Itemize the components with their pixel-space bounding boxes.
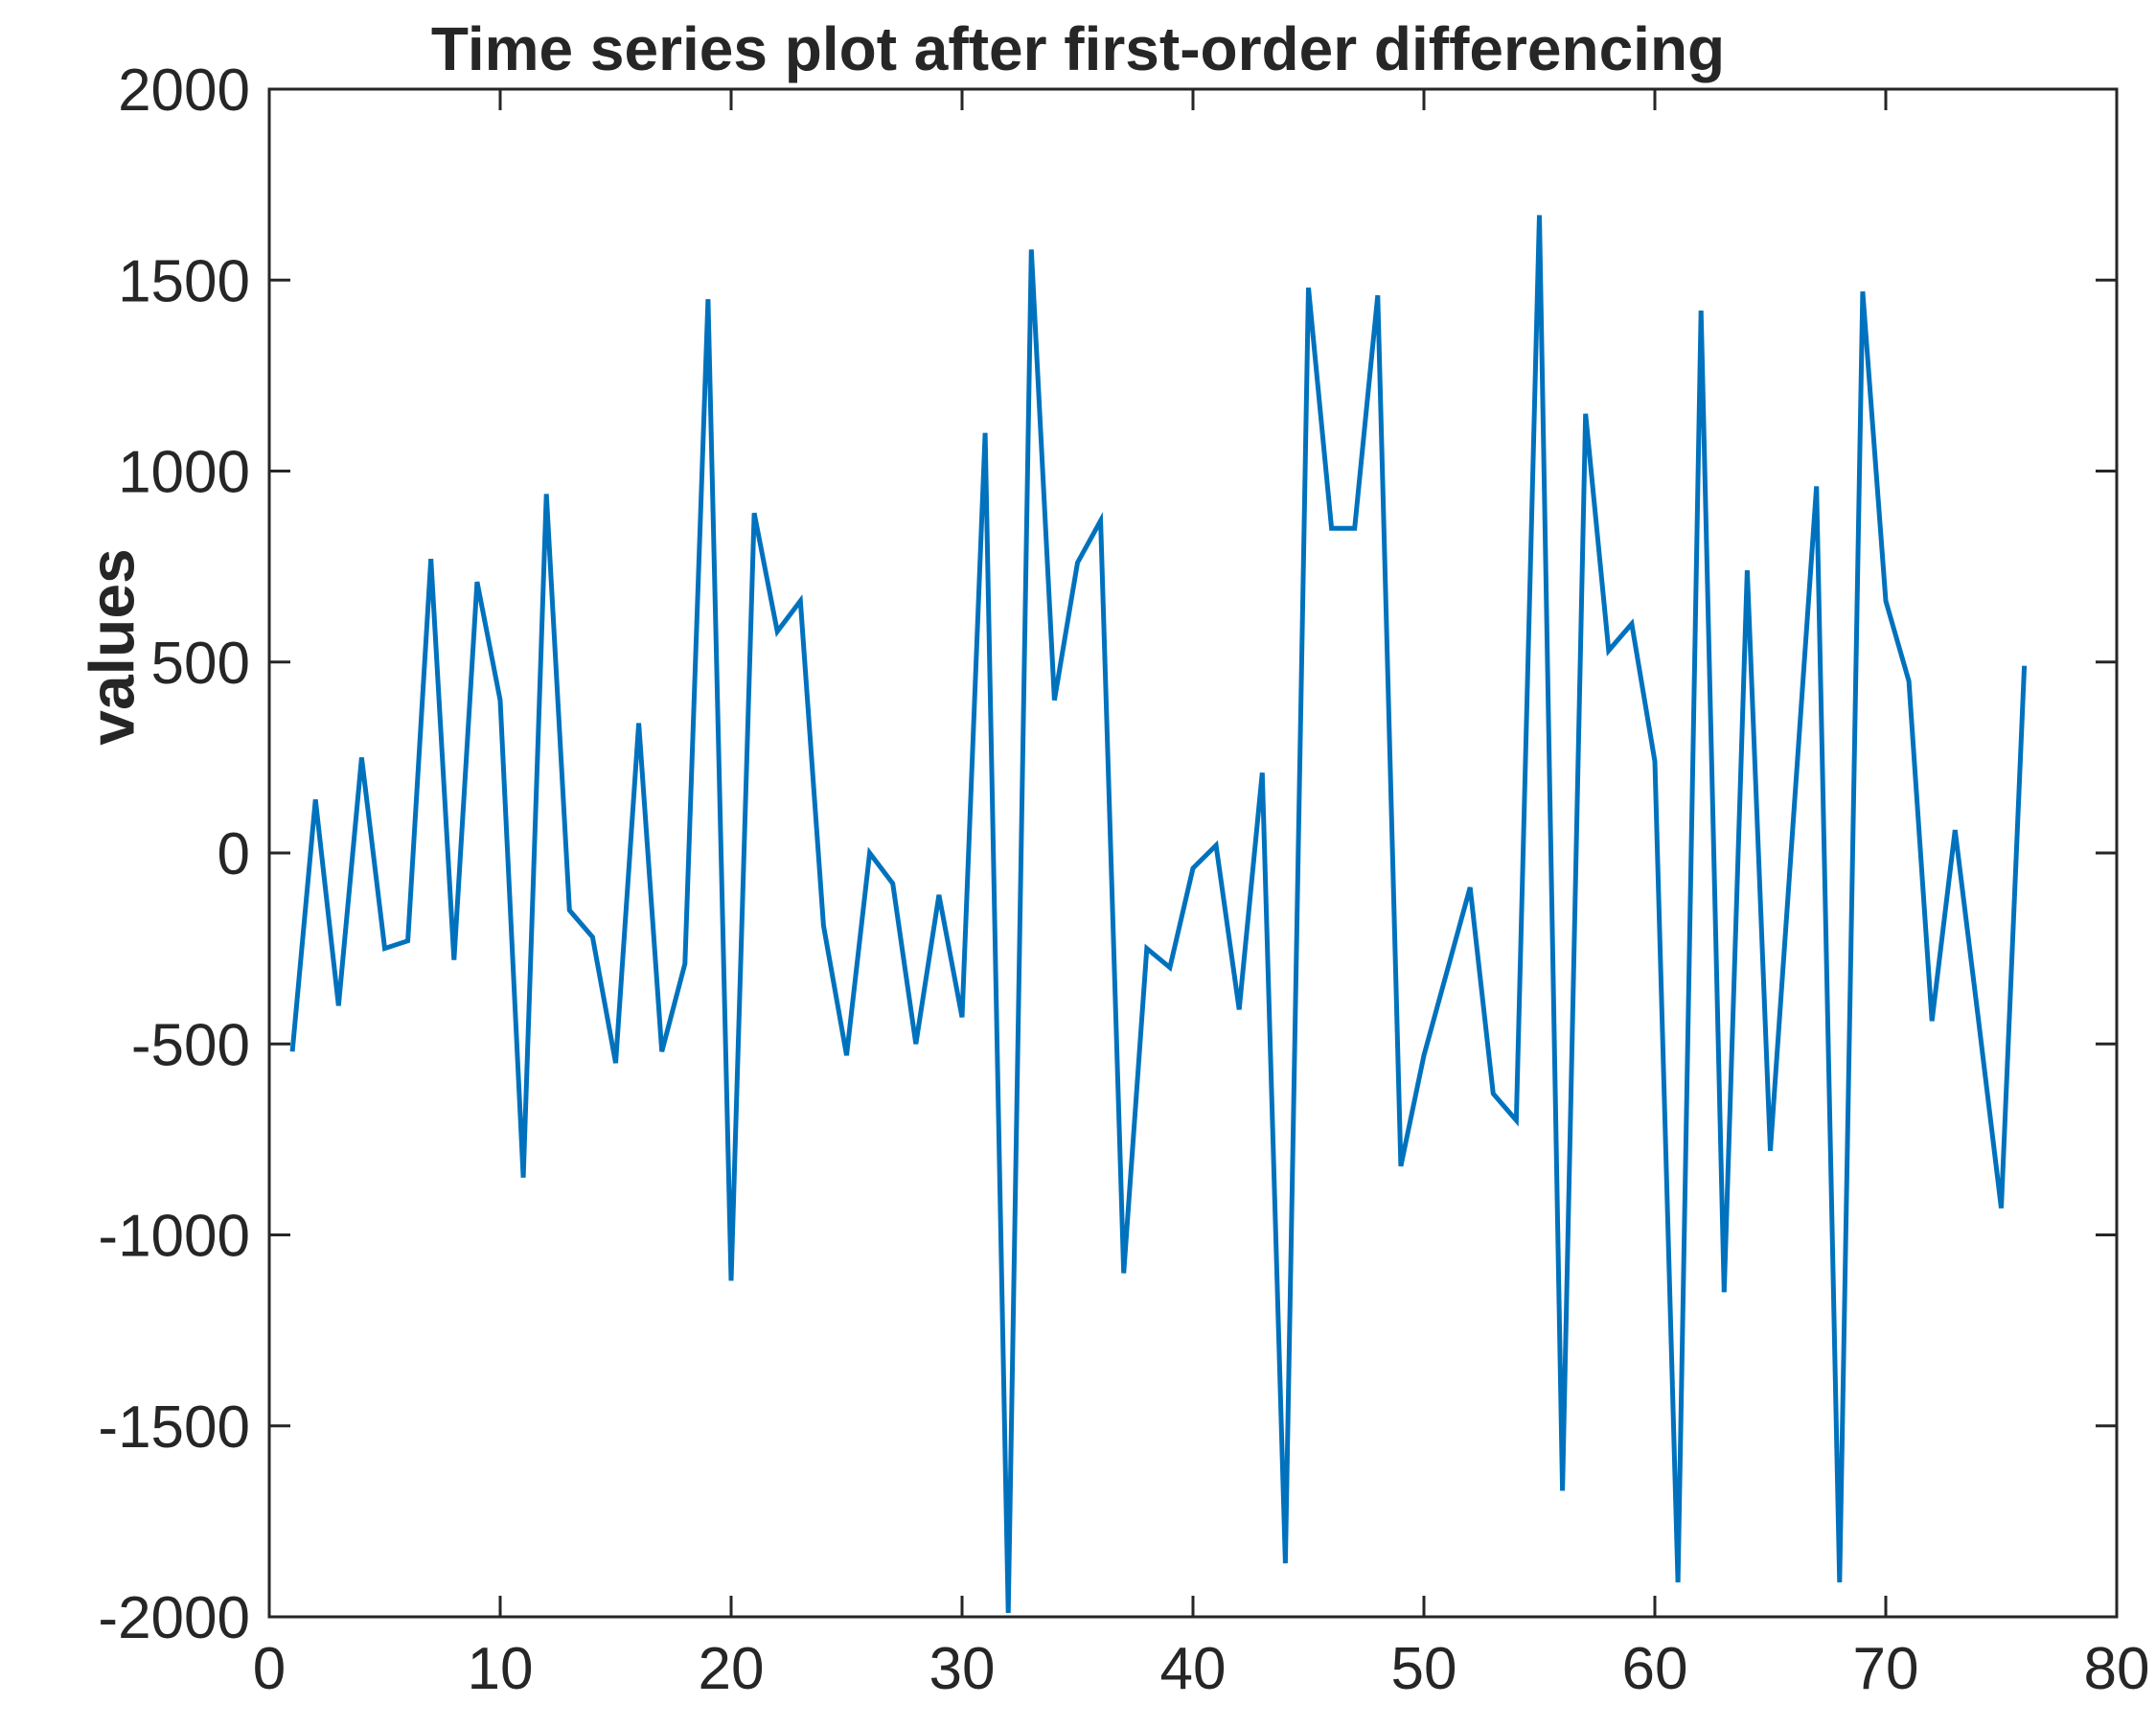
x-tick-label: 20	[699, 1636, 765, 1702]
y-tick-label: 1500	[118, 248, 250, 314]
x-tick-label: 40	[1160, 1636, 1227, 1702]
y-tick-label: -2000	[98, 1585, 250, 1651]
x-tick-label: 30	[929, 1636, 996, 1702]
chart-title: Time series plot after first-order diffe…	[430, 14, 1726, 83]
series-line	[289, 215, 2028, 1614]
x-tick-label: 10	[468, 1636, 534, 1702]
y-tick-label: 2000	[118, 58, 250, 124]
y-tick-label: -1500	[98, 1394, 250, 1461]
x-tick-label: 80	[2084, 1636, 2150, 1702]
y-tick-label: 500	[151, 631, 250, 697]
x-tick-label: 70	[1853, 1636, 1919, 1702]
y-tick-label: -500	[131, 1012, 250, 1078]
x-tick-label: 0	[253, 1636, 286, 1702]
y-tick-label: -1000	[98, 1204, 250, 1270]
x-tick-label: 50	[1391, 1636, 1457, 1702]
axes-frame	[267, 87, 2119, 1619]
y-tick-label: 0	[218, 821, 250, 887]
y-tick-label: 1000	[118, 440, 250, 506]
x-tick-label: 60	[1622, 1636, 1688, 1702]
